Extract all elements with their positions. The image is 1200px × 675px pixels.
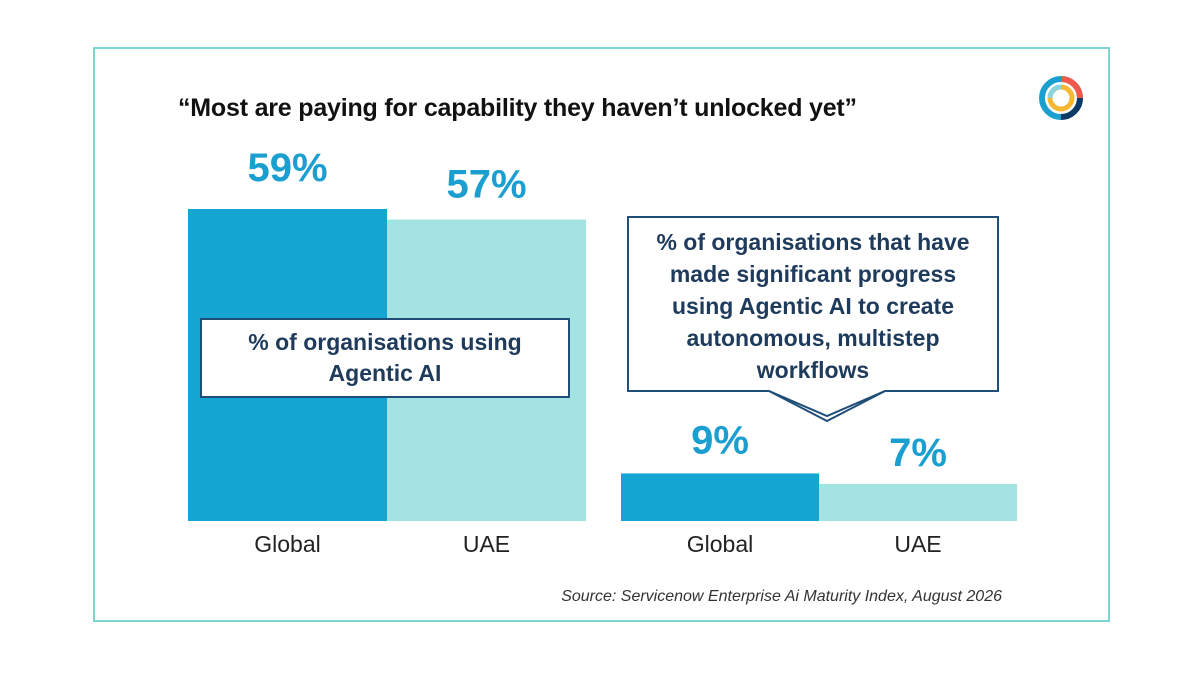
- bar-global-2: [621, 473, 819, 521]
- slide-title: “Most are paying for capability they hav…: [178, 94, 857, 122]
- right-chart-caption: % of organisations that have made signif…: [656, 229, 970, 383]
- value-label-uae-2: 7%: [889, 431, 947, 475]
- category-label-global-1: Global: [254, 531, 320, 557]
- slide-frame: [93, 47, 1110, 622]
- value-label-global-2: 9%: [691, 418, 749, 462]
- category-label-uae-2: UAE: [894, 531, 941, 557]
- value-label-global-1: 59%: [247, 146, 327, 190]
- source-note: Source: Servicenow Enterprise Ai Maturit…: [561, 588, 1002, 605]
- value-label-uae-1: 57%: [446, 163, 526, 207]
- left-chart-caption: % of organisations using Agentic AI: [200, 318, 570, 398]
- category-label-uae-1: UAE: [463, 531, 510, 557]
- category-label-global-2: Global: [687, 531, 753, 557]
- concentric-ring-logo-icon: [1039, 76, 1083, 120]
- callout-box: [627, 216, 999, 423]
- bar-uae-2: [819, 483, 1017, 521]
